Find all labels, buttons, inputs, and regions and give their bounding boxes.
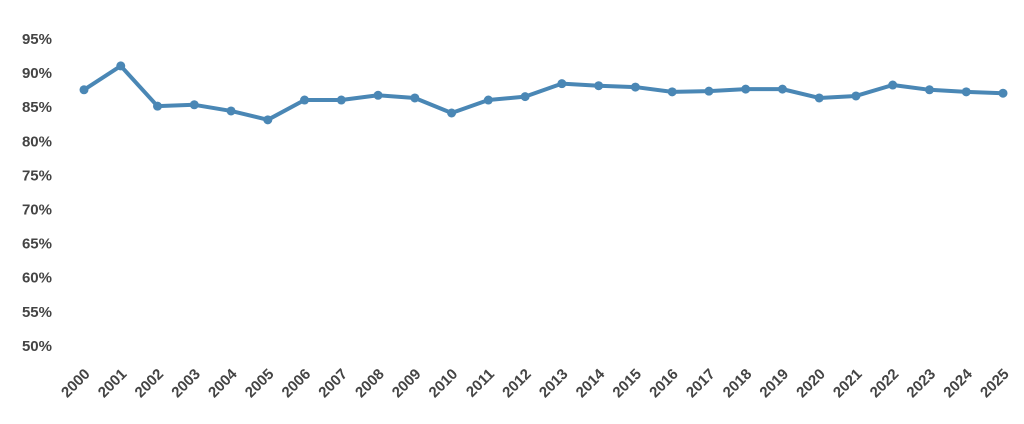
x-tick-label: 2023 — [903, 366, 939, 402]
data-point — [704, 86, 714, 96]
data-point — [520, 92, 530, 102]
data-point — [189, 100, 199, 110]
data-point — [116, 61, 126, 71]
x-tick-label: 2000 — [58, 366, 94, 402]
y-tick-label: 55% — [22, 304, 52, 321]
data-point — [630, 82, 640, 92]
x-tick-label: 2011 — [463, 366, 498, 401]
x-tick-label: 2006 — [279, 366, 315, 402]
x-tick-label: 2019 — [756, 366, 792, 402]
data-point — [888, 80, 898, 90]
y-tick-label: 50% — [22, 338, 52, 355]
data-point — [557, 79, 567, 89]
data-point — [373, 90, 383, 100]
x-tick-label: 2003 — [168, 366, 204, 402]
x-tick-label: 2016 — [646, 366, 682, 402]
x-tick-label: 2004 — [205, 365, 241, 401]
x-tick-label: 2010 — [426, 366, 462, 402]
y-tick-label: 60% — [22, 270, 52, 287]
x-tick-label: 2007 — [315, 366, 351, 402]
x-tick-label: 2014 — [573, 365, 609, 401]
data-point — [410, 93, 420, 103]
x-tick-label: 2022 — [867, 366, 903, 402]
x-tick-label: 2015 — [609, 366, 645, 402]
data-point — [594, 81, 604, 91]
x-tick-label: 2009 — [389, 366, 425, 402]
series-line — [82, 63, 1004, 122]
x-tick-label: 2013 — [536, 366, 572, 402]
data-point — [667, 87, 677, 97]
y-tick-label: 75% — [22, 167, 52, 184]
data-point — [79, 85, 89, 95]
y-tick-label: 80% — [22, 133, 52, 150]
data-point — [263, 115, 273, 125]
x-tick-label: 2018 — [720, 366, 756, 402]
data-point — [300, 95, 310, 105]
data-point — [226, 106, 236, 116]
x-tick-label: 2020 — [793, 366, 829, 402]
x-tick-label: 2021 — [830, 366, 866, 402]
data-point — [961, 87, 971, 97]
x-tick-label: 2025 — [977, 366, 1013, 402]
data-point — [336, 95, 346, 105]
x-tick-label: 2012 — [499, 366, 535, 402]
x-tick-label: 2017 — [683, 366, 719, 402]
x-tick-label: 2002 — [132, 366, 168, 402]
x-tick-label: 2024 — [940, 365, 976, 401]
data-point — [153, 101, 163, 111]
data-point — [777, 84, 787, 94]
data-point — [924, 85, 934, 95]
x-tick-label: 2008 — [352, 366, 388, 402]
x-tick-label: 2005 — [242, 366, 278, 402]
data-point — [483, 95, 493, 105]
y-tick-label: 95% — [22, 31, 52, 48]
data-point — [447, 108, 457, 118]
data-point — [851, 91, 861, 101]
y-tick-label: 90% — [22, 65, 52, 82]
y-tick-label: 70% — [22, 202, 52, 219]
x-tick-label: 2001 — [95, 366, 131, 402]
y-tick-label: 65% — [22, 236, 52, 253]
data-point — [814, 93, 824, 103]
data-point — [741, 84, 751, 94]
y-tick-label: 85% — [22, 99, 52, 116]
data-point — [998, 88, 1008, 98]
